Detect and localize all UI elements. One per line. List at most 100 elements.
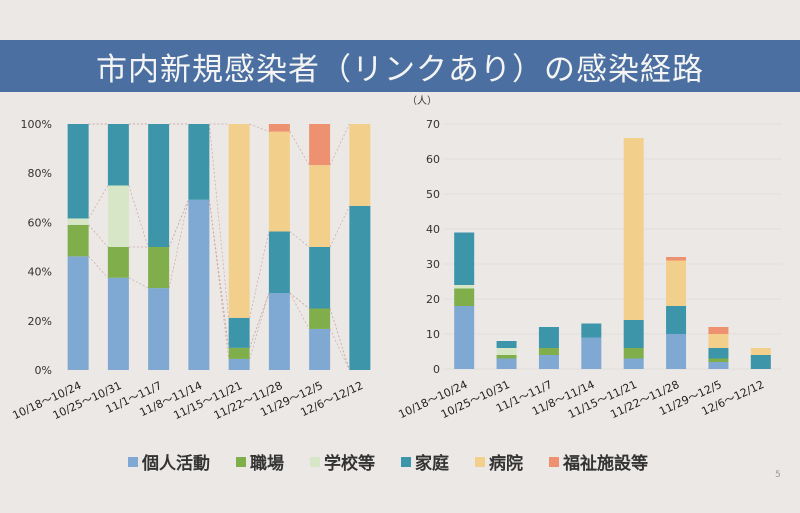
bar-segment [309, 165, 331, 247]
series-connector-line [289, 131, 310, 166]
legend-item: 職場 [236, 449, 284, 474]
bar-segment [623, 320, 644, 348]
y-tick-label: 40% [28, 266, 52, 279]
legend-swatch [401, 456, 411, 467]
series-connector-line [128, 277, 149, 289]
y-tick-label: 60% [28, 216, 52, 229]
percent-stacked-bar-chart: 0%20%40%60%80%100%10/18～10/2410/25～10/31… [10, 118, 371, 422]
series-connector-line [88, 224, 109, 248]
legend-label: 家庭 [415, 454, 449, 474]
bar-segment [107, 185, 129, 247]
bar-segment [188, 124, 210, 200]
series-connector-line [88, 256, 109, 278]
bar-segment [228, 317, 250, 348]
y-tick-label: 50 [426, 188, 440, 201]
bar-segment [268, 124, 290, 132]
bar-segment [750, 355, 771, 369]
legend-swatch [128, 456, 138, 467]
bar-segment [538, 355, 559, 369]
page-number: 5 [775, 470, 781, 480]
bar-segment [666, 260, 687, 306]
bar-segment [708, 348, 729, 359]
series-connector-line [249, 231, 270, 318]
count-stacked-bar-chart: 01020304050607010/18～10/2410/25～10/3111/… [397, 95, 782, 421]
bar-segment [107, 277, 129, 370]
series-connector-line [209, 199, 229, 348]
bar-segment [107, 124, 129, 186]
bar-segment [148, 124, 170, 247]
bar-segment [496, 358, 517, 369]
legend-item: 学校等 [310, 449, 375, 474]
bar-segment [228, 124, 250, 318]
series-connector-line [329, 308, 350, 371]
legend-label: 学校等 [324, 454, 375, 474]
legend-swatch [310, 456, 320, 467]
bar-segment [268, 293, 290, 370]
series-connector-line [249, 292, 270, 360]
series-connector-line [289, 292, 310, 309]
bar-segment [496, 348, 517, 355]
y-tick-label: 0% [35, 364, 52, 377]
bar-segment [454, 285, 475, 289]
y-tick-label: 100% [21, 118, 52, 131]
legend-item: 病院 [475, 449, 523, 474]
y-tick-label: 60 [426, 153, 440, 166]
bar-segment [309, 308, 331, 329]
bar-segment [309, 247, 331, 309]
bar-segment [188, 199, 210, 370]
legend-swatch [475, 456, 485, 467]
y-tick-label: 0 [433, 363, 440, 376]
bar-segment [496, 355, 517, 359]
bar-segment [454, 306, 475, 369]
legend-swatch [549, 456, 559, 467]
bar-segment [623, 138, 644, 320]
bar-segment [666, 306, 687, 334]
y-tick-label: 30 [426, 258, 440, 271]
bar-segment [67, 224, 89, 257]
series-connector-line [329, 205, 350, 248]
series-connector-line [329, 328, 350, 371]
legend-swatch [236, 456, 246, 467]
bar-segment [454, 232, 475, 285]
title-bar: 市内新規感染者（リンクあり）の感染経路 [0, 40, 800, 92]
bar-segment [496, 341, 517, 348]
bar-segment [228, 347, 250, 359]
bar-segment [666, 334, 687, 369]
bar-segment [349, 124, 371, 206]
y-tick-label: 20% [28, 315, 52, 328]
bar-segment [268, 131, 290, 232]
series-connector-line [168, 199, 189, 289]
series-connector-line [249, 123, 270, 132]
y-unit-label: （人） [407, 95, 437, 107]
bar-segment [623, 348, 644, 359]
bar-segment [708, 327, 729, 334]
legend-label: 病院 [489, 454, 523, 474]
legend-label: 福祉施設等 [563, 454, 648, 474]
bar-segment [67, 256, 89, 370]
bar-segment [623, 358, 644, 369]
bar-segment [581, 323, 602, 338]
y-tick-label: 20 [426, 293, 440, 306]
bar-segment [309, 328, 331, 370]
bar-segment [309, 124, 331, 166]
bar-segment [708, 334, 729, 348]
bar-segment [148, 288, 170, 370]
legend-item: 個人活動 [128, 449, 210, 474]
bar-segment [538, 348, 559, 355]
bar-segment [708, 358, 729, 362]
legend: 個人活動 職場 学校等 家庭 病院 福祉施設等 [128, 449, 648, 474]
bar-segment [67, 124, 89, 219]
series-connector-line [168, 199, 189, 248]
bar-segment [708, 362, 729, 369]
bar-segment [107, 247, 129, 278]
bar-segment [228, 358, 250, 370]
series-connector-line [209, 199, 229, 348]
series-connector-line [128, 185, 149, 248]
bar-segment [148, 247, 170, 289]
legend-item: 福祉施設等 [549, 449, 648, 474]
bar-segment [538, 327, 559, 348]
y-tick-label: 10 [426, 328, 440, 341]
y-tick-label: 70 [426, 118, 440, 131]
page-title: 市内新規感染者（リンクあり）の感染経路 [96, 51, 704, 88]
bar-segment [349, 205, 371, 370]
